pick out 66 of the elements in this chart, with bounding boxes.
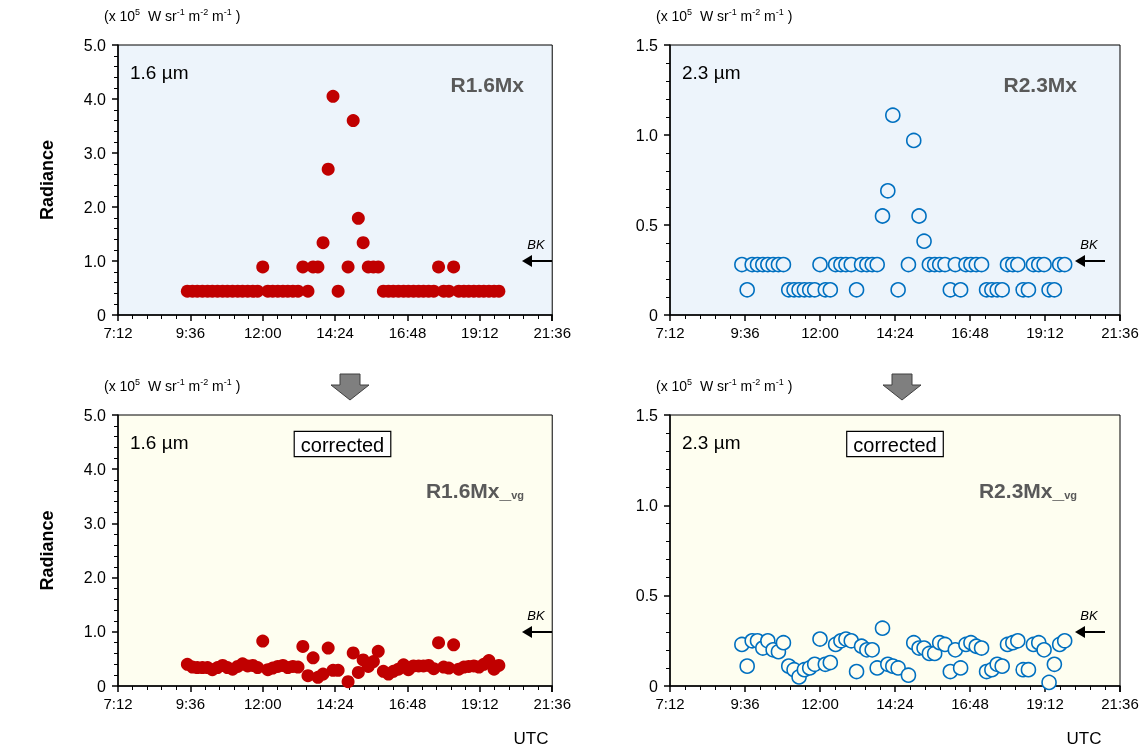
x-tick-label: 16:48 [951, 324, 989, 341]
x-axis-title: UTC [1066, 729, 1102, 748]
x-tick-label: 19:12 [1026, 695, 1064, 712]
text: 1.6 µm [130, 62, 189, 83]
text: 1.6 µm [130, 432, 189, 453]
y-tick-label: 1.5 [635, 406, 659, 424]
y-tick-label: 0 [97, 306, 107, 324]
y-tick-label: 0.5 [635, 587, 659, 605]
x-tick-label: 16:48 [951, 695, 989, 712]
x-tick-label: 21:36 [533, 695, 572, 712]
x-tick-label: 12:00 [801, 324, 839, 341]
text: R1.6Mx [450, 73, 525, 96]
x-tick-label: 14:24 [876, 695, 914, 712]
x-tick-label: 16:48 [388, 324, 427, 341]
annotation: corrected [853, 434, 937, 456]
y-axis-title: Radiance [37, 139, 57, 221]
x-tick-label: 16:48 [388, 695, 427, 712]
x-axis-title: UTC [513, 729, 549, 748]
y-tick-label: 2.0 [83, 198, 107, 216]
annotation: BK [1080, 608, 1099, 623]
y-tick-label: 1.0 [635, 126, 659, 144]
y-tick-label: 0 [649, 306, 659, 324]
y-tick-label: 1.0 [83, 623, 107, 641]
x-tick-label: 12:00 [801, 695, 839, 712]
y-tick-label: 4.0 [83, 90, 107, 108]
y-tick-label: 1.0 [635, 496, 659, 514]
y-tick-label: 0 [97, 677, 107, 695]
y-tick-label: 1.0 [83, 252, 107, 270]
text: 2.3 µm [682, 62, 741, 83]
y-tick-label: 0.5 [635, 216, 659, 234]
x-tick-label: 12:00 [243, 324, 282, 341]
x-tick-label: 9:36 [730, 324, 760, 341]
x-tick-label: 9:36 [175, 324, 205, 341]
x-tick-label: 9:36 [730, 695, 760, 712]
y-tick-label: 3.0 [83, 514, 107, 532]
annotation: corrected [300, 434, 385, 456]
x-tick-label: 21:36 [1101, 324, 1139, 341]
annotation: BK [527, 608, 546, 623]
x-tick-label: 7:12 [103, 324, 133, 341]
y-tick-label: 1.5 [635, 36, 659, 54]
x-tick-label: 14:24 [876, 324, 914, 341]
y-tick-label: 3.0 [83, 144, 107, 162]
x-tick-label: 7:12 [655, 324, 685, 341]
x-tick-label: 14:24 [316, 695, 354, 712]
y-axis-title: Radiance [37, 510, 57, 591]
x-tick-label: 7:12 [655, 695, 685, 712]
text: R1.6Mx_vg [425, 479, 525, 502]
x-tick-label: 9:36 [175, 695, 205, 712]
y-tick-label: 5.0 [83, 406, 107, 424]
text: R2.3Mx [1003, 73, 1078, 96]
annotation: BK [527, 237, 546, 252]
x-tick-label: 19:12 [1026, 324, 1064, 341]
x-tick-label: 14:24 [316, 324, 354, 341]
x-tick-label: 21:36 [533, 324, 572, 341]
x-tick-label: 21:36 [1101, 695, 1139, 712]
y-tick-label: 0 [649, 677, 659, 695]
x-tick-label: 19:12 [461, 324, 499, 341]
text: 2.3 µm [682, 432, 741, 453]
y-tick-label: 5.0 [83, 36, 107, 54]
y-tick-label: 4.0 [83, 460, 107, 478]
y-tick-label: 2.0 [83, 569, 107, 587]
x-tick-label: 7:12 [103, 695, 133, 712]
x-tick-label: 12:00 [243, 695, 282, 712]
text: R2.3Mx_vg [978, 479, 1078, 502]
annotation: BK [1080, 237, 1099, 252]
x-tick-label: 19:12 [461, 695, 499, 712]
